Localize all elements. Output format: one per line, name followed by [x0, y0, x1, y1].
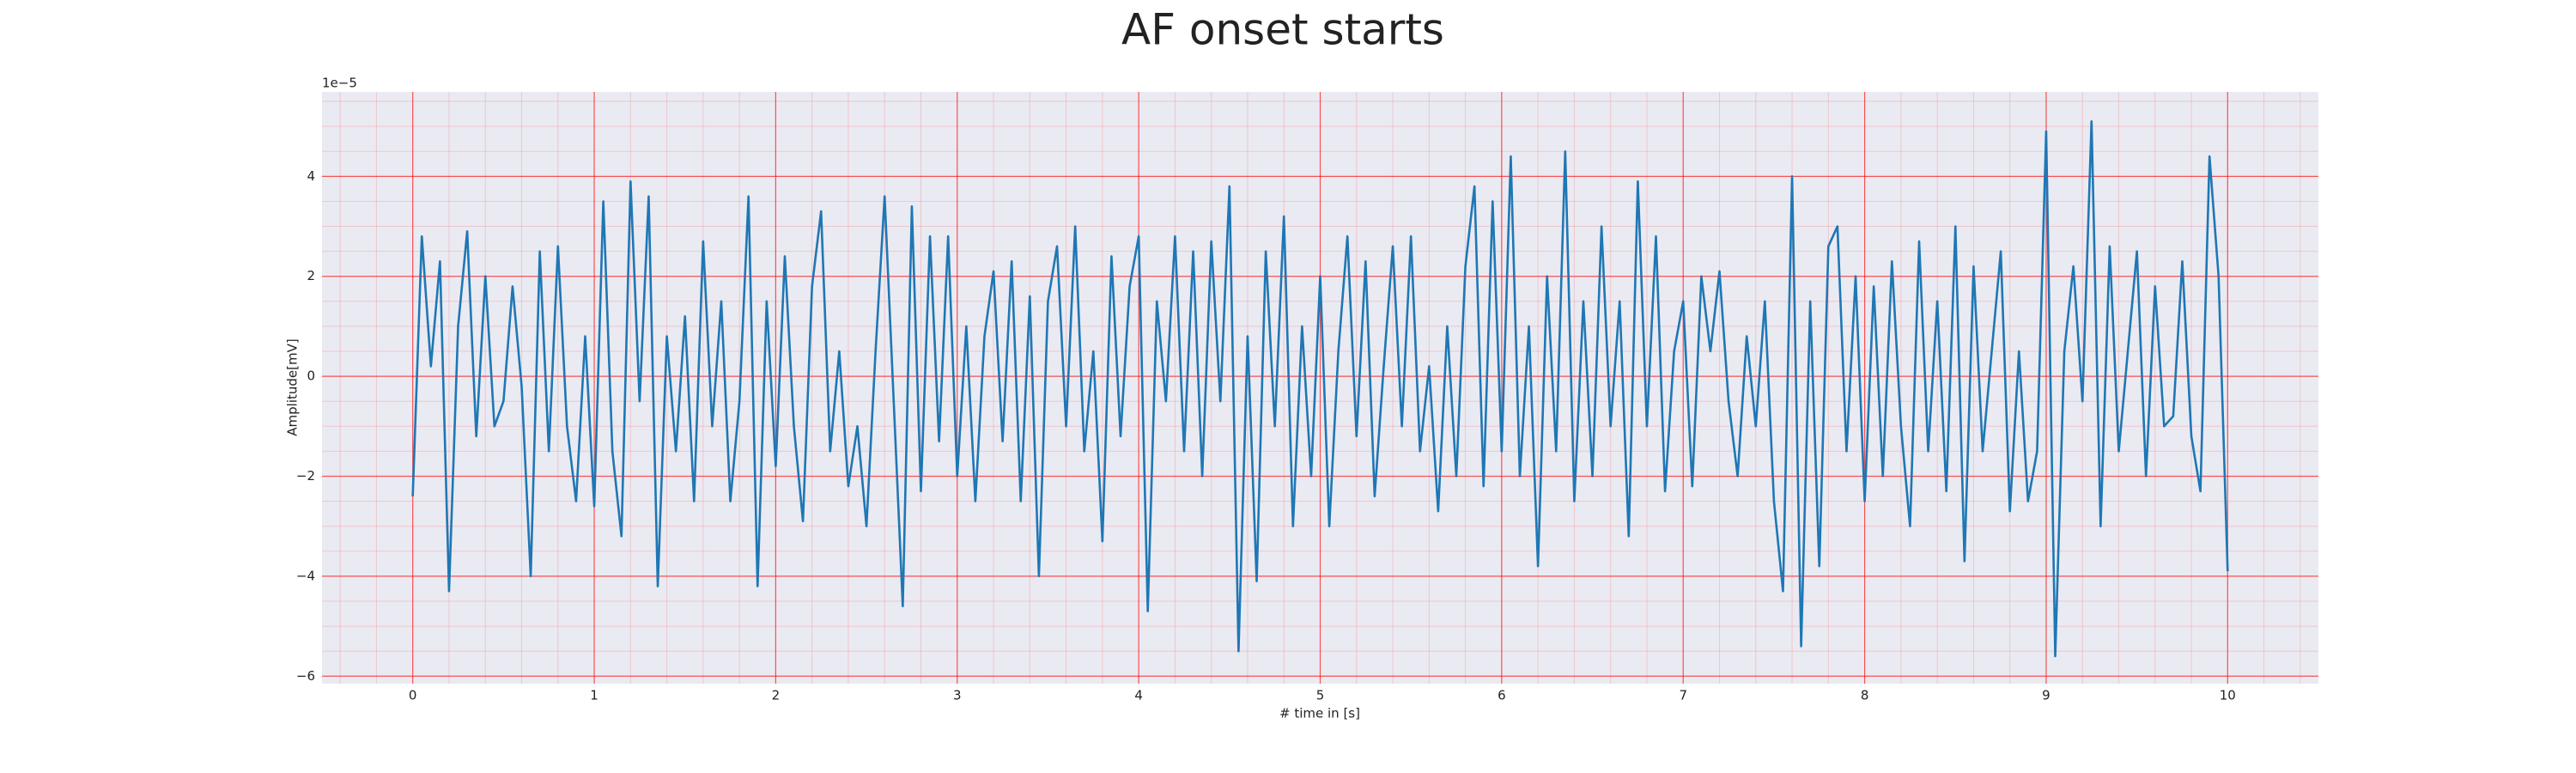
x-tick-label: 8: [1861, 688, 1869, 703]
y-axis-label: Amplitude[mV]: [285, 338, 301, 435]
y-tick-label: 2: [307, 268, 315, 283]
x-tick-label: 0: [409, 688, 417, 703]
x-tick-label: 5: [1316, 688, 1325, 703]
x-tick-label: 7: [1679, 688, 1687, 703]
chart-title: AF onset starts: [1121, 5, 1444, 55]
y-tick-label: 4: [307, 168, 315, 184]
y-tick-label: −4: [296, 568, 315, 583]
x-tick-label: 4: [1134, 688, 1143, 703]
x-tick-label: 10: [2220, 688, 2236, 703]
y-offset-label: 1e−5: [322, 76, 357, 91]
x-axis-label: # time in [s]: [1279, 706, 1360, 721]
x-tick-label: 1: [590, 688, 598, 703]
data-line: [411, 120, 2229, 658]
x-tick-label: 9: [2042, 688, 2050, 703]
x-tick-label: 2: [772, 688, 781, 703]
x-tick-label: 3: [953, 688, 962, 703]
x-tick-label: 6: [1498, 688, 1506, 703]
y-tick-label: −6: [296, 668, 315, 684]
y-tick-label: 0: [307, 368, 315, 384]
y-tick-label: −2: [296, 468, 315, 484]
